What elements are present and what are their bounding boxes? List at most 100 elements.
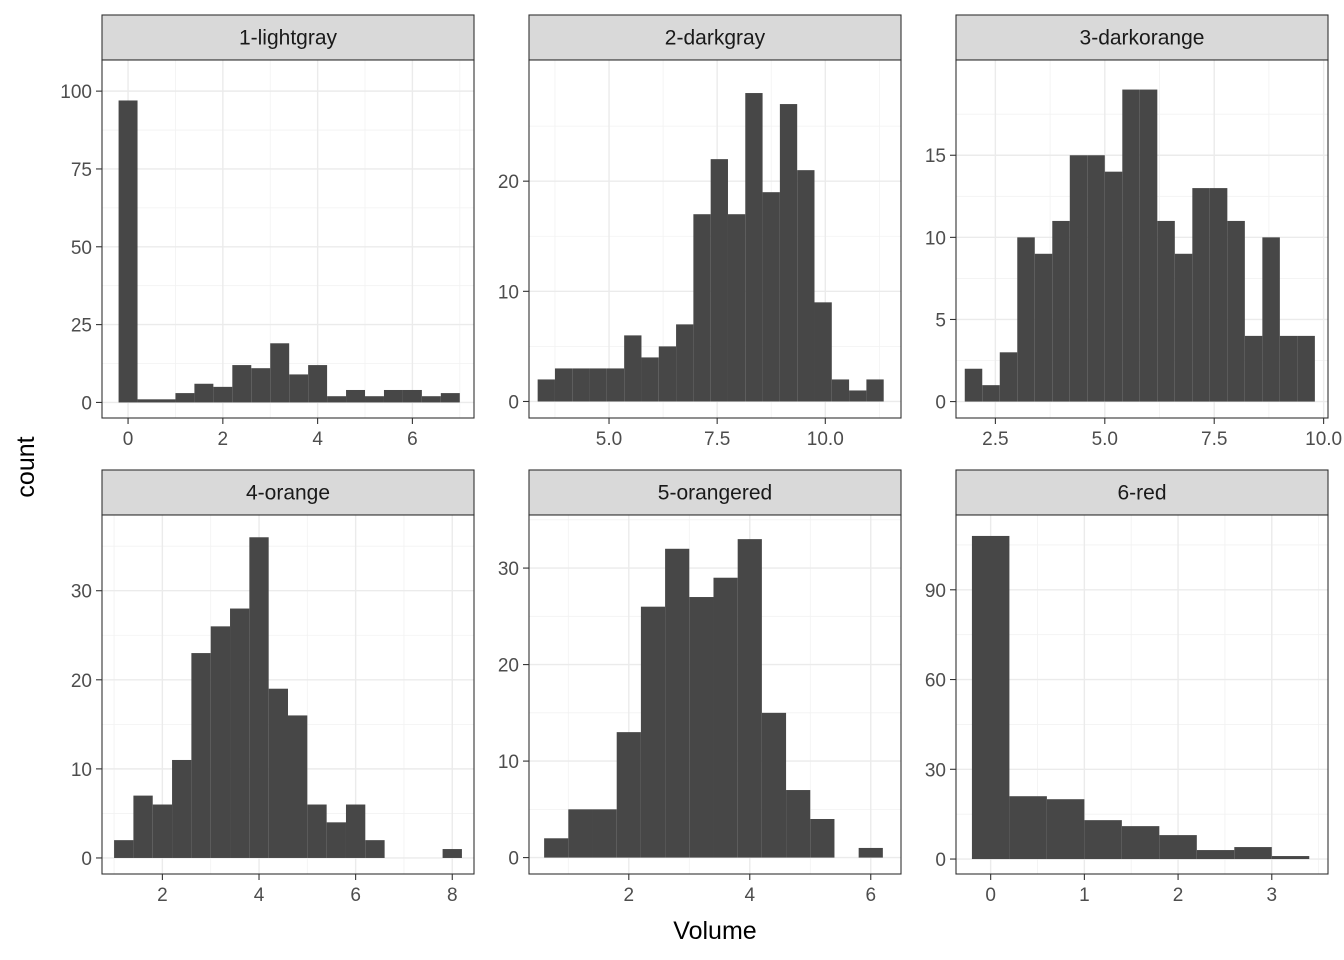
- x-tick-label: 7.5: [704, 429, 730, 450]
- histogram-bar: [210, 626, 231, 858]
- histogram-bar: [270, 343, 290, 403]
- x-tick-label: 7.5: [1201, 429, 1227, 450]
- histogram-bar: [786, 790, 811, 858]
- x-tick-label: 6: [407, 429, 418, 450]
- histogram-bar: [1196, 850, 1235, 860]
- facet-strip-label: 4-orange: [246, 482, 330, 505]
- y-tick-label: 20: [498, 172, 519, 193]
- histogram-bar: [779, 104, 798, 402]
- panel-plot-area: [956, 60, 1328, 418]
- histogram-bar: [268, 688, 288, 858]
- histogram-bar: [133, 795, 153, 858]
- histogram-bar: [999, 352, 1018, 402]
- histogram-bar: [1017, 237, 1035, 402]
- histogram-bar: [1244, 335, 1263, 402]
- histogram-bar: [1009, 796, 1047, 860]
- histogram-bar: [194, 383, 214, 403]
- x-tick-label: 10.0: [1305, 429, 1342, 450]
- histogram-bar: [1084, 820, 1122, 860]
- histogram-bar: [156, 399, 176, 403]
- histogram-bar: [589, 368, 607, 402]
- x-tick-label: 4: [744, 885, 755, 906]
- y-axis-title: count: [12, 436, 40, 497]
- y-tick-label: 10: [71, 760, 92, 781]
- histogram-bar: [1209, 188, 1228, 402]
- histogram-bar: [858, 847, 883, 858]
- panel-plot-area: [529, 515, 901, 874]
- y-tick-label: 10: [925, 228, 946, 249]
- histogram-bar: [1046, 799, 1085, 860]
- y-tick-label: 90: [925, 581, 946, 602]
- histogram-bar: [624, 335, 642, 402]
- x-tick-label: 2: [218, 429, 229, 450]
- y-tick-label: 50: [71, 238, 92, 259]
- histogram-bar: [640, 606, 666, 858]
- facet-panel-3: 3-darkorange 2.5 5.0 7.5 10.0 0 5 10 15: [925, 14, 1342, 450]
- y-tick-label: 30: [925, 760, 946, 781]
- histogram-bar: [1297, 335, 1315, 402]
- x-tick-label: 6: [865, 885, 876, 906]
- histogram-bar: [831, 379, 850, 402]
- panel-border: [955, 59, 1329, 419]
- histogram-bar: [762, 192, 780, 402]
- y-tick-label: 15: [925, 146, 946, 167]
- y-tick-label: 20: [498, 656, 519, 677]
- panel-border: [101, 514, 475, 875]
- histogram-bar: [971, 535, 1010, 860]
- x-tick-label: 0: [985, 885, 996, 906]
- panel-plot-area: [956, 515, 1328, 874]
- y-tick-label: 0: [935, 393, 946, 414]
- histogram-bar: [658, 346, 677, 402]
- x-tick-label: 5.0: [596, 429, 622, 450]
- histogram-bar: [442, 849, 462, 858]
- x-axis-title: Volume: [673, 917, 756, 945]
- histogram-bar: [230, 608, 250, 858]
- histogram-bar: [345, 804, 366, 858]
- y-tick-label: 0: [508, 849, 519, 870]
- histogram-bar: [232, 365, 252, 403]
- facet-strip-label: 1-lightgray: [239, 27, 338, 50]
- histogram-bar: [421, 396, 441, 403]
- histogram-bar: [616, 732, 641, 858]
- y-tick-label: 0: [81, 393, 92, 414]
- histogram-bar: [814, 302, 832, 402]
- histogram-bar: [1087, 155, 1105, 402]
- histogram-bar: [727, 214, 746, 402]
- x-tick-label: 2: [624, 885, 635, 906]
- histogram-bar: [1069, 155, 1088, 402]
- histogram-bar: [544, 838, 569, 858]
- facet-panel-1: 1-lightgray 0 2 4 6 0 25 50 75 100: [60, 14, 475, 450]
- facet-strip-label: 6-red: [1117, 482, 1166, 505]
- histogram-bar: [1034, 253, 1053, 402]
- y-tick-label: 20: [71, 671, 92, 692]
- histogram-bar: [641, 357, 659, 402]
- histogram-bar: [866, 379, 884, 402]
- y-tick-label: 60: [925, 671, 946, 692]
- facet-strip: [101, 469, 475, 516]
- y-tick-label: 30: [71, 582, 92, 603]
- histogram-bar: [383, 389, 403, 403]
- facet-panel-5: 5-orangered 2 4 6 0 10 20 30: [498, 469, 902, 906]
- y-tick-label: 10: [498, 752, 519, 773]
- facet-strip: [528, 469, 902, 516]
- histogram-bar: [745, 93, 763, 402]
- y-tick-label: 0: [508, 392, 519, 413]
- histogram-bar: [308, 365, 328, 403]
- y-tick-label: 100: [60, 82, 92, 103]
- y-tick-label: 0: [935, 850, 946, 871]
- histogram-bar: [251, 368, 271, 403]
- histogram-bar: [307, 804, 327, 858]
- histogram-bar: [172, 759, 192, 858]
- panel-plot-area: [102, 515, 474, 874]
- facet-strip: [101, 14, 475, 61]
- x-tick-label: 2.5: [982, 429, 1008, 450]
- facet-strip-label: 3-darkorange: [1080, 27, 1205, 50]
- histogram-bar: [175, 393, 195, 403]
- histogram-bar: [1122, 89, 1140, 402]
- histogram-bar: [152, 804, 173, 858]
- histogram-bar: [665, 548, 690, 858]
- x-tick-label: 1: [1079, 885, 1090, 906]
